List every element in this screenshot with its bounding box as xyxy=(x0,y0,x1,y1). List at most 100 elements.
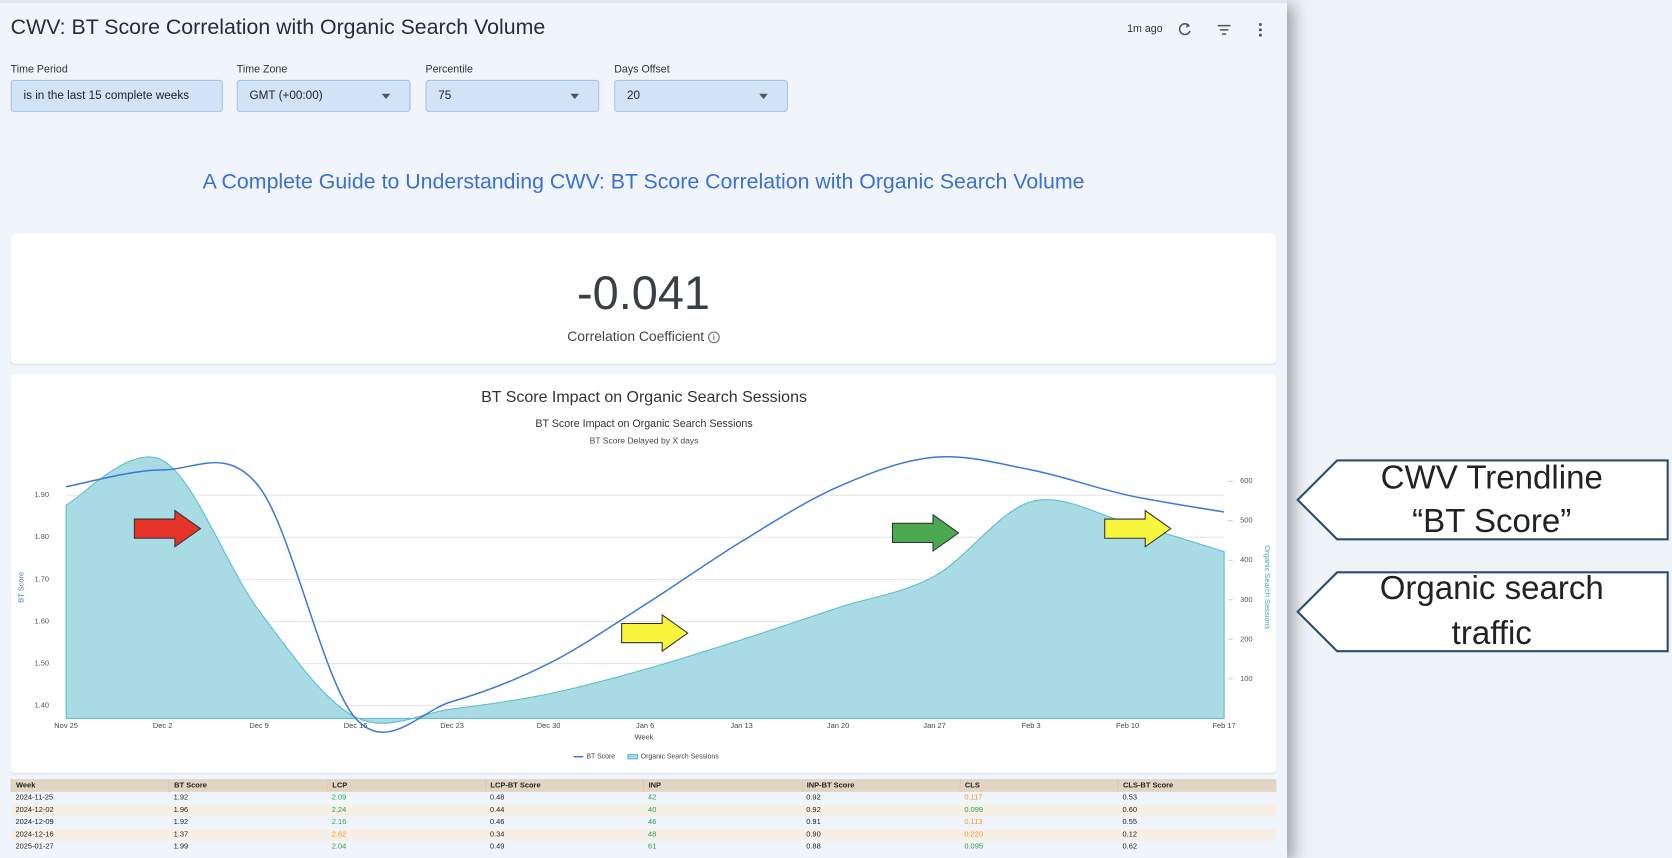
chart-title: BT Score Impact on Organic Search Sessio… xyxy=(535,418,752,430)
table-cell: 46 xyxy=(648,818,657,827)
x-tick-label: Dec 23 xyxy=(440,721,464,730)
table-cell: 1.92 xyxy=(173,818,189,827)
column-header[interactable]: CLS xyxy=(959,779,1119,792)
table-cell: 0.095 xyxy=(964,843,984,851)
y2-tick-label: 400 xyxy=(1240,555,1252,564)
filter-control[interactable]: 20 xyxy=(614,79,788,112)
column-header[interactable]: CLS-BT Score xyxy=(1117,779,1277,792)
x-tick-label: Jan 13 xyxy=(730,721,752,730)
menu-icon[interactable] xyxy=(1258,23,1262,37)
table-cell: 0.92 xyxy=(806,794,821,802)
table-cell: 0.62 xyxy=(1122,843,1138,851)
annotation-arrow xyxy=(1104,509,1172,548)
filter-value: GMT (+00:00) xyxy=(249,89,323,103)
x-tick-label: Feb 10 xyxy=(1116,721,1139,730)
y-tick-label: 1.40 xyxy=(35,701,50,710)
x-tick-label: Dec 2 xyxy=(153,721,172,730)
table-cell: 0.12 xyxy=(1118,828,1277,841)
table-cell: 0.46 xyxy=(489,818,505,827)
callout-text: traffic xyxy=(1452,615,1532,652)
dashboard: CWV: BT Score Correlation with Organic S… xyxy=(0,0,1288,853)
table-cell: 2025-01-27 xyxy=(15,843,54,851)
kpi-label: Correlation Coefficient xyxy=(567,328,705,345)
table-cell: 0.117 xyxy=(964,794,983,802)
filter-label: Days Offset xyxy=(614,63,670,76)
panel-title: BT Score Impact on Organic Search Sessio… xyxy=(481,389,807,406)
x-tick-label: Dec 16 xyxy=(344,721,368,730)
filter-value: 20 xyxy=(626,89,641,103)
filter-control[interactable]: is in the last 15 complete weeks xyxy=(10,79,223,112)
table-header: Week BT Score LCP LCP-BT Score INP INP-BT Sco… xyxy=(10,779,1277,792)
x-tick-label: Jan 27 xyxy=(923,721,945,730)
filter-label: Percentile xyxy=(425,63,473,76)
table-row: 2024-11-25 1.92 2.09 0.48 42 0.92 0.117 0.53 xyxy=(11,792,1276,804)
y-tick-label: 1.60 xyxy=(35,616,50,625)
legend-swatch xyxy=(627,754,639,760)
table-row: 2024-12-02 1.96 2.24 0.44 40 0.92 0.099 0.60 xyxy=(11,804,1277,817)
table-wrap: Week BT Score LCP LCP-BT Score INP INP-BT Sco… xyxy=(10,779,1277,853)
annotation-arrow xyxy=(133,509,202,548)
table-cell: 40 xyxy=(643,804,802,817)
y2-tick-label: 200 xyxy=(1240,634,1252,643)
refresh-icon[interactable] xyxy=(1178,23,1191,36)
table-cell: 0.113 xyxy=(964,818,983,827)
column-header[interactable]: Week xyxy=(10,779,170,792)
chart-subtitle: BT Score Delayed by X days xyxy=(590,435,699,445)
table-cell: 0.34 xyxy=(485,828,644,841)
table-cell: 0.48 xyxy=(489,794,505,802)
kpi-card: -0.041 Correlation Coefficient i xyxy=(10,233,1277,364)
x-tick-label: Dec 30 xyxy=(537,721,561,730)
callout-shape xyxy=(1296,459,1669,541)
dashboard-title: CWV: BT Score Correlation with Organic S… xyxy=(10,15,546,40)
x-tick-label: Nov 25 xyxy=(54,721,78,730)
y2-tick-label: 600 xyxy=(1240,476,1252,485)
y2-axis-label: Organic Search Sessions xyxy=(1263,545,1272,629)
table-cell: 2.24 xyxy=(327,804,486,817)
x-tick-label: Feb 3 xyxy=(1022,721,1041,730)
table-cell: 0.099 xyxy=(960,804,1119,817)
table-cell: 61 xyxy=(648,843,657,851)
table-row: 2024-12-09 1.92 2.16 0.46 46 0.91 0.113 0.55 xyxy=(11,816,1276,828)
callouts: CWV Trendline “BT Score” Organic search … xyxy=(1296,459,1669,653)
y-axis-label: BT Score xyxy=(16,572,25,603)
filter-control[interactable]: 75 xyxy=(425,79,600,112)
y2-tick-label: 300 xyxy=(1240,595,1252,604)
refresh-icon-head xyxy=(1186,23,1190,28)
dropdown-caret xyxy=(570,93,580,100)
y2-tick-label: 500 xyxy=(1240,516,1252,525)
filter-icon[interactable] xyxy=(1217,24,1231,35)
column-header[interactable]: LCP xyxy=(326,779,486,792)
legend-label: BT Score xyxy=(586,754,615,761)
table-cell: 2024-12-02 xyxy=(11,804,170,817)
table-cell: 0.55 xyxy=(1122,818,1138,827)
y-tick-label: 1.50 xyxy=(35,659,50,668)
filter-label: Time Zone xyxy=(236,63,288,76)
table-cell: 0.220 xyxy=(960,828,1119,841)
legend-label: Organic Search Sessions xyxy=(641,754,719,761)
table-cell: 2.16 xyxy=(331,818,347,827)
column-header[interactable]: LCP-BT Score xyxy=(485,779,644,792)
table-cell: 0.91 xyxy=(806,818,821,827)
annotation-arrows xyxy=(133,509,1172,653)
y-tick-label: 1.70 xyxy=(35,574,50,583)
filter-value: is in the last 15 complete weeks xyxy=(23,89,190,103)
column-header[interactable]: INP xyxy=(643,779,802,792)
table-cell: 1.96 xyxy=(169,804,328,817)
table-cell: 1.92 xyxy=(173,794,189,802)
column-header[interactable]: BT Score xyxy=(168,779,328,792)
filter-control[interactable]: GMT (+00:00) xyxy=(236,79,411,112)
dropdown-caret xyxy=(381,93,391,100)
x-tick-label: Dec 9 xyxy=(249,721,268,730)
table-cell: 0.49 xyxy=(489,843,505,851)
y2-tick-label: 100 xyxy=(1240,674,1252,683)
table-row: 2024-12-16 1.37 2.62 0.34 48 0.90 0.220 0.12 xyxy=(11,828,1277,841)
table-cell: 2.62 xyxy=(327,828,486,841)
y-tick-label: 1.90 xyxy=(35,490,50,499)
callout-text: Organic search xyxy=(1380,570,1604,607)
x-tick-label: Jan 6 xyxy=(636,721,654,730)
table-cell: 0.60 xyxy=(1118,804,1277,817)
column-header[interactable]: INP-BT Score xyxy=(801,779,961,792)
area xyxy=(65,456,1225,724)
info-icon[interactable]: i xyxy=(708,331,720,344)
